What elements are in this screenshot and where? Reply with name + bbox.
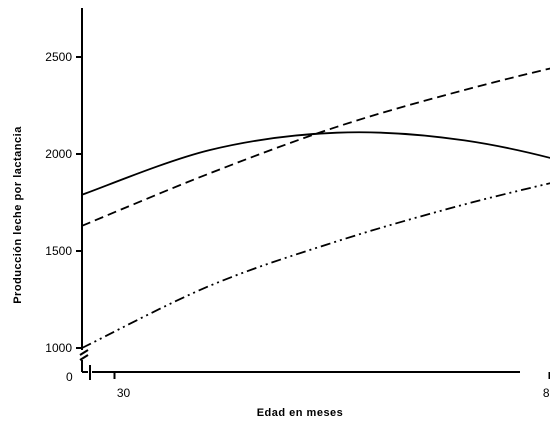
y-axis-break-mark-2 [79, 354, 89, 361]
series-line-f- [81, 67, 550, 227]
y-axis-title: Producción leche por lactancia [12, 126, 24, 304]
series-group: F₁CriolloJersey [81, 67, 550, 349]
x-tick-label: 30 [117, 386, 131, 400]
y-tick-label: 1000 [45, 341, 72, 355]
x-tick-label: 80 [543, 386, 550, 400]
ticks: 10001500200025003080130 [45, 50, 550, 400]
series-line-jersey [81, 131, 550, 196]
origin-label: 0 [66, 370, 73, 384]
x-axis-title: Edad en meses [257, 407, 344, 419]
y-tick-label: 2000 [45, 147, 72, 161]
y-axis-break-mark-1 [79, 349, 89, 356]
y-tick-label: 2500 [45, 50, 72, 64]
axes [79, 8, 520, 380]
y-tick-label: 1500 [45, 244, 72, 258]
